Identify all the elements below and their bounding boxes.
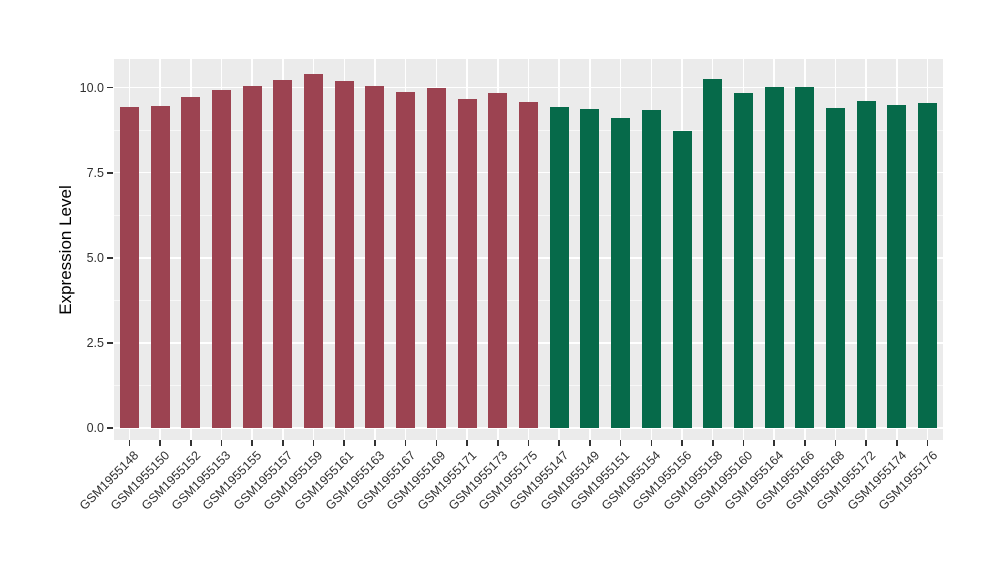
bar	[334, 81, 354, 429]
bar	[887, 104, 907, 429]
y-tick-mark	[107, 86, 113, 89]
y-tick-mark	[107, 342, 113, 344]
x-tick-mark	[251, 440, 253, 446]
y-tick-label: 0.0	[86, 421, 104, 436]
x-tick-mark	[496, 440, 499, 446]
x-tick-mark	[681, 440, 683, 446]
x-tick-mark	[282, 440, 284, 446]
bar	[611, 117, 631, 429]
x-tick-mark	[865, 440, 868, 446]
x-tick-mark	[619, 440, 622, 446]
bar	[826, 108, 846, 429]
x-tick-mark	[343, 440, 346, 446]
x-tick-mark	[189, 440, 192, 446]
x-tick-mark	[558, 440, 560, 446]
y-tick-label: 2.5	[86, 335, 104, 350]
bar	[365, 85, 385, 429]
x-tick-mark	[896, 440, 898, 446]
plot-panel	[114, 59, 943, 440]
y-axis-title: Expression Level	[56, 185, 75, 315]
x-tick-mark	[527, 440, 530, 446]
bar	[304, 73, 324, 429]
bar	[211, 89, 231, 429]
y-tick-label: 7.5	[86, 165, 104, 180]
y-tick-mark	[107, 257, 113, 259]
bar	[856, 100, 876, 429]
bar	[580, 109, 600, 429]
bar	[273, 80, 293, 429]
bar	[549, 107, 569, 429]
x-tick-mark	[742, 440, 745, 446]
bar	[242, 85, 262, 429]
x-tick-mark	[128, 440, 131, 446]
bar	[426, 87, 446, 429]
x-tick-mark	[834, 440, 837, 446]
bar	[795, 86, 815, 429]
x-tick-mark	[374, 440, 376, 446]
y-tick-mark	[107, 171, 113, 174]
bar	[764, 86, 784, 429]
bar	[119, 107, 139, 429]
x-tick-mark	[404, 440, 407, 446]
x-tick-mark	[650, 440, 653, 446]
x-tick-mark	[589, 440, 591, 446]
x-tick-mark	[711, 440, 714, 446]
x-tick-mark	[159, 440, 161, 446]
bar	[488, 93, 508, 429]
x-tick-mark	[466, 440, 468, 446]
x-tick-mark	[435, 440, 438, 446]
bar	[519, 102, 538, 429]
bar	[733, 92, 753, 429]
bar	[457, 98, 477, 429]
x-tick-mark	[804, 440, 806, 446]
x-tick-mark	[926, 440, 929, 446]
bar	[672, 131, 692, 429]
x-tick-mark	[312, 440, 315, 446]
bar	[150, 105, 170, 429]
bar	[396, 91, 416, 429]
x-tick-mark	[773, 440, 775, 446]
bar	[918, 103, 938, 429]
x-tick-mark	[220, 440, 223, 446]
y-tick-label: 5.0	[86, 250, 104, 265]
y-tick-mark	[107, 427, 113, 429]
bar	[703, 78, 723, 429]
y-tick-label: 10.0	[79, 80, 104, 95]
bar	[641, 110, 661, 429]
bar	[181, 97, 201, 429]
